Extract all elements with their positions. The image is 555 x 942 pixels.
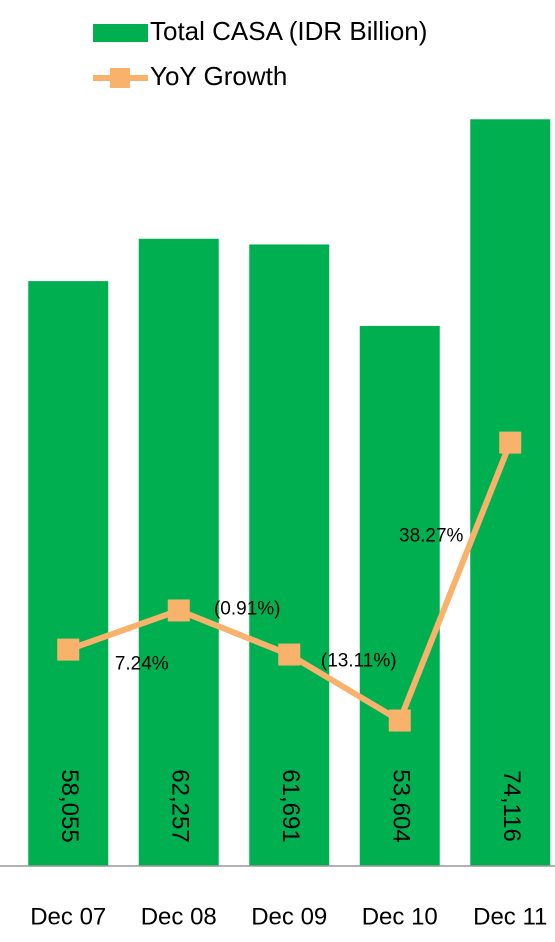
bar: [138, 238, 219, 866]
growth-label: 38.27%: [399, 526, 464, 547]
growth-marker: [278, 643, 301, 666]
bar: [359, 325, 440, 866]
bar-value-label: 53,604: [387, 769, 414, 842]
growth-label: (13.11%): [321, 651, 397, 672]
bar-value-label: 58,055: [56, 769, 83, 842]
growth-marker: [167, 599, 190, 622]
legend-swatch: [93, 24, 148, 42]
bar: [28, 281, 109, 866]
x-tick-label: Dec 11: [473, 903, 547, 930]
bar: [470, 119, 551, 866]
growth-label: (0.91%): [214, 599, 281, 620]
legend-label: Total CASA (IDR Billion): [150, 16, 427, 46]
x-tick-label: Dec 08: [141, 903, 217, 930]
x-tick-label: Dec 09: [251, 903, 327, 930]
growth-marker: [57, 638, 80, 661]
bar-value-label: 61,691: [277, 769, 304, 842]
legend-marker: [110, 68, 130, 88]
bar: [249, 244, 330, 866]
growth-marker: [499, 431, 522, 454]
x-tick-label: Dec 10: [362, 903, 438, 930]
growth-label: 7.24%: [115, 653, 169, 674]
growth-marker: [388, 709, 411, 732]
legend-label: YoY Growth: [150, 61, 287, 91]
bar-value-label: 74,116: [498, 770, 525, 842]
bar-value-label: 62,257: [166, 769, 193, 842]
x-tick-label: Dec 07: [30, 903, 106, 930]
